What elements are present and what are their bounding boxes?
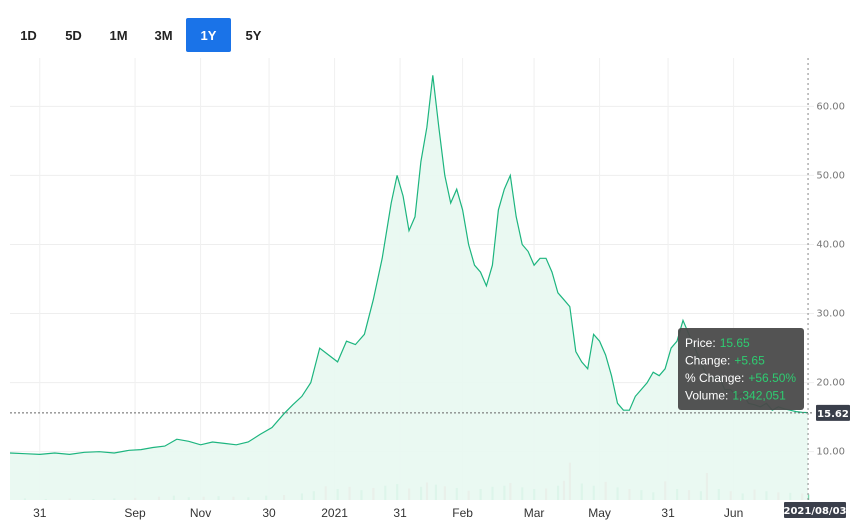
date-badge: 2021/08/03 [784,502,847,518]
y-tick-label: 20.00 [816,378,845,389]
x-tick-label: 2021 [321,506,348,520]
range-button-1m[interactable]: 1M [96,18,141,52]
tooltip-volume-value: 1,342,051 [732,389,786,403]
tooltip-volume-label: Volume: [685,389,728,403]
range-selector: 1D 5D 1M 3M 1Y 5Y [6,18,276,52]
price-area [10,75,808,501]
x-tick-label: 30 [262,506,276,520]
range-button-1d[interactable]: 1D [6,18,51,52]
x-tick-label: Mar [524,506,545,520]
x-tick-label: 31 [33,506,47,520]
range-button-5y[interactable]: 5Y [231,18,276,52]
y-tick-label: 40.00 [816,239,845,250]
current-price-badge: 15.62 [816,404,850,421]
current-price-value: 15.62 [817,409,849,420]
x-tick-label: Nov [190,506,211,520]
date-value: 2021/08/03 [784,506,847,517]
range-button-1y[interactable]: 1Y [186,18,231,52]
y-tick-label: 60.00 [816,101,845,112]
x-tick-label: Sep [124,506,146,520]
tooltip-pct-value: +56.50% [748,371,796,385]
x-tick-label: Feb [452,506,473,520]
tooltip: Price: 15.65 Change: +5.65 % Change: +56… [678,328,804,410]
x-tick-label: Jun [724,506,743,520]
tooltip-change-label: Change: [685,354,730,368]
range-button-5d[interactable]: 5D [51,18,96,52]
x-tick-label: May [588,506,611,520]
y-axis: 10.00 20.00 30.00 40.00 50.00 60.00 [816,101,845,457]
volume-bar [807,494,810,500]
x-axis: 31 Sep Nov 30 2021 31 Feb Mar May 31 Jun [33,506,743,520]
tooltip-price-value: 15.65 [720,336,750,350]
range-button-3m[interactable]: 3M [141,18,186,52]
y-tick-label: 30.00 [816,309,845,320]
y-tick-label: 10.00 [816,447,845,458]
y-tick-label: 50.00 [816,170,845,181]
tooltip-price-label: Price: [685,336,716,350]
x-tick-label: 31 [661,506,675,520]
tooltip-pct-label: % Change: [685,371,744,385]
x-tick-label: 31 [393,506,407,520]
tooltip-change-value: +5.65 [734,354,765,368]
